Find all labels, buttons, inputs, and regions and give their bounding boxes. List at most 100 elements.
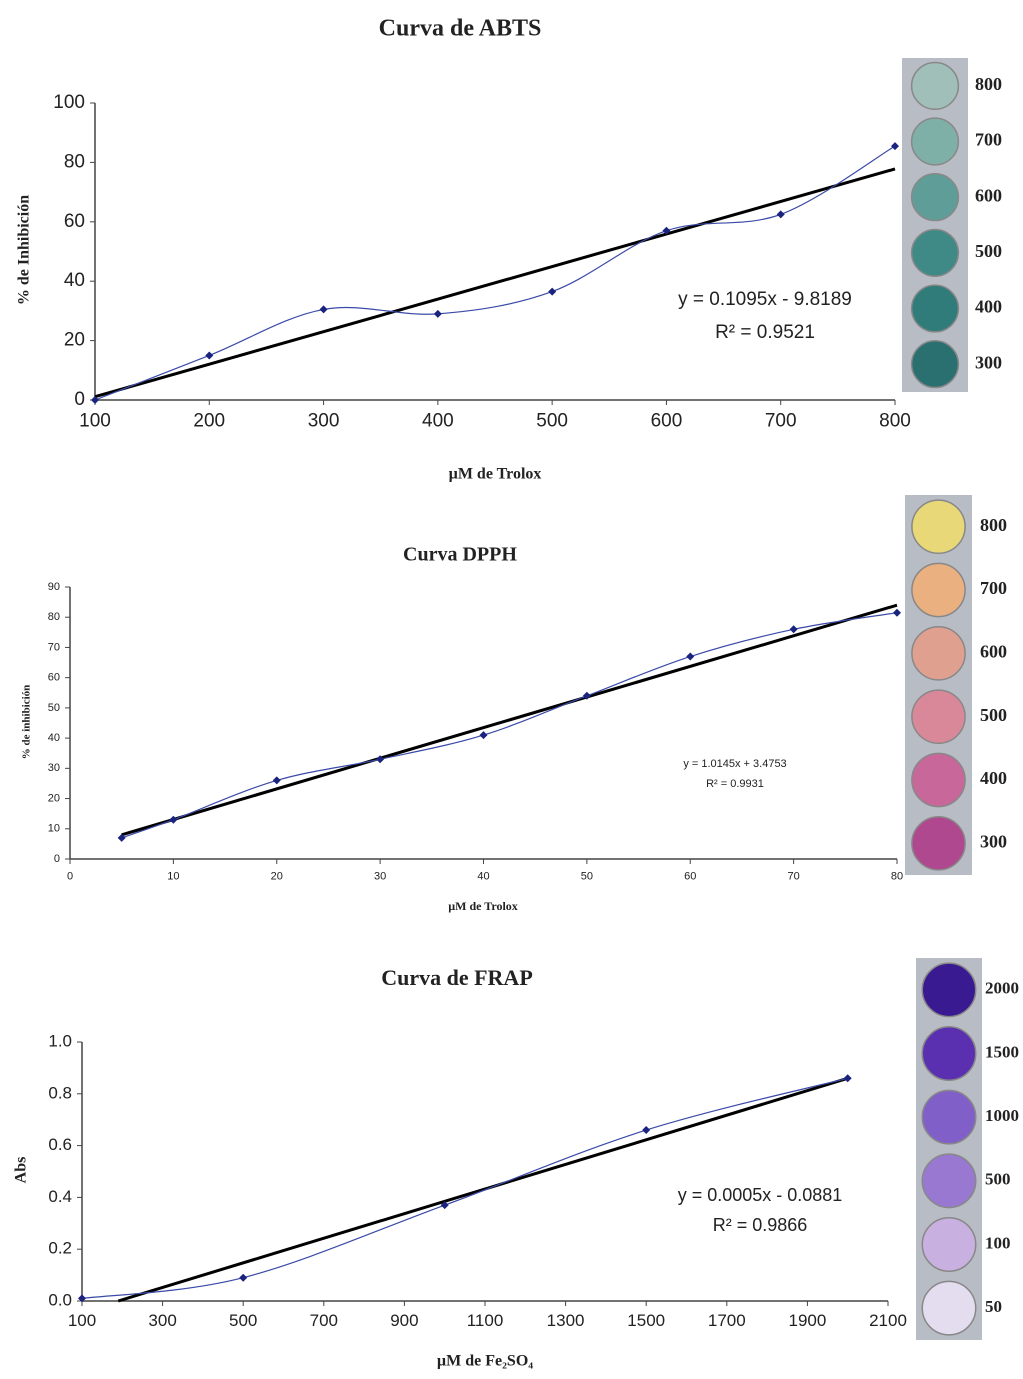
equation-annotation: y = 0.1095x - 9.8189 — [678, 289, 852, 310]
x-tick-label: 20 — [271, 870, 283, 882]
x-tick-label: 40 — [477, 870, 489, 882]
equation-annotation: R² = 0.9866 — [713, 1215, 808, 1235]
well-label: 500 — [975, 241, 1002, 261]
data-point — [169, 815, 178, 824]
well-plate — [916, 958, 982, 1340]
y-axis-label: % de Inhibición — [16, 195, 33, 305]
well-label: 50 — [985, 1297, 1002, 1316]
well-label: 1000 — [985, 1106, 1019, 1125]
x-tick-label: 70 — [788, 870, 800, 882]
y-tick-label: 0 — [54, 853, 60, 865]
x-tick-label: 1500 — [627, 1311, 665, 1330]
x-tick-label: 400 — [422, 411, 454, 432]
well-plate — [902, 58, 968, 392]
well — [910, 340, 960, 389]
well-label: 500 — [980, 705, 1007, 725]
well — [911, 562, 966, 618]
equation-annotation: R² = 0.9521 — [715, 322, 815, 343]
y-tick-label: 0.4 — [48, 1187, 72, 1206]
well — [910, 228, 960, 277]
data-point — [686, 652, 695, 661]
x-tick-label: 50 — [581, 870, 593, 882]
y-tick-label: 0.8 — [48, 1083, 72, 1102]
well — [910, 61, 960, 110]
y-axis-label: % de inhibición — [21, 685, 33, 760]
well-label: 1500 — [985, 1042, 1019, 1061]
x-tick-label: 1100 — [467, 1311, 504, 1330]
data-point — [548, 287, 557, 296]
x-tick-label: 10 — [167, 870, 179, 882]
chart: Curva de ABTS 0 20 40 60 80 100 100 200 300 400 500… — [16, 16, 1002, 483]
well-label: 400 — [975, 297, 1002, 317]
data-point — [433, 309, 442, 318]
data-point — [205, 351, 214, 360]
series-line — [121, 612, 898, 839]
x-tick-label: 100 — [79, 411, 111, 432]
data-point — [582, 691, 591, 700]
y-tick-label: 10 — [48, 823, 60, 835]
x-axis-label: µM de Trolox — [449, 466, 542, 483]
well-plate — [905, 495, 972, 875]
x-tick-label: 700 — [310, 1311, 338, 1330]
y-axis-label: Abs — [13, 1157, 30, 1184]
well — [911, 625, 966, 681]
y-tick-label: 90 — [48, 581, 60, 593]
trendline — [121, 603, 898, 837]
y-tick-label: 20 — [64, 330, 85, 351]
data-point — [440, 1201, 449, 1210]
equation-annotation: y = 1.0145x + 3.4753 — [683, 758, 786, 770]
data-point — [78, 1294, 86, 1303]
data-point — [776, 210, 785, 219]
y-tick-label: 0.2 — [48, 1239, 72, 1258]
well — [911, 499, 966, 555]
y-tick-label: 0.0 — [48, 1290, 72, 1309]
well-label: 400 — [980, 768, 1007, 788]
data-point — [789, 625, 798, 634]
data-point — [662, 226, 671, 235]
equation-annotation: R² = 0.9931 — [706, 778, 764, 790]
trendline — [117, 1076, 849, 1303]
x-tick-label: 800 — [879, 411, 911, 432]
well-label: 300 — [975, 352, 1002, 372]
x-tick-label: 300 — [148, 1311, 176, 1330]
y-tick-label: 70 — [48, 641, 60, 653]
y-tick-label: 80 — [64, 151, 85, 172]
y-tick-label: 0 — [74, 389, 85, 410]
well — [911, 752, 966, 808]
y-tick-label: 100 — [53, 92, 85, 113]
well — [921, 1217, 977, 1272]
data-point — [479, 731, 488, 740]
well — [911, 815, 966, 871]
x-tick-label: 100 — [68, 1311, 96, 1330]
well-label: 600 — [980, 641, 1007, 661]
y-tick-label: 20 — [48, 792, 60, 804]
x-tick-label: 80 — [891, 870, 903, 882]
data-point — [891, 142, 899, 151]
data-point — [376, 755, 385, 764]
data-point — [642, 1126, 651, 1135]
x-axis-label: µM de Trolox — [448, 899, 518, 913]
y-tick-label: 40 — [64, 270, 85, 291]
x-tick-label: 500 — [536, 411, 568, 432]
data-point — [91, 396, 99, 404]
x-tick-label: 700 — [765, 411, 797, 432]
well — [921, 1153, 977, 1209]
x-tick-label: 600 — [651, 411, 683, 432]
well-label: 100 — [985, 1233, 1011, 1252]
x-axis-label: µM de Fe₂SO₄ — [437, 1353, 533, 1370]
well-label: 300 — [980, 831, 1007, 851]
well-label: 600 — [975, 185, 1002, 205]
chart-title: Curva de ABTS — [379, 16, 542, 42]
well — [921, 1026, 977, 1081]
x-tick-label: 1700 — [708, 1311, 746, 1330]
well — [911, 689, 966, 745]
y-tick-label: 60 — [48, 672, 60, 684]
x-tick-label: 2100 — [869, 1311, 907, 1330]
data-point — [117, 833, 126, 842]
chart: Curva de FRAP 0.0 0.2 0.4 0.6 0.8 1.0 100 300 500… — [13, 958, 1019, 1370]
well — [921, 1089, 977, 1145]
y-tick-label: 80 — [48, 611, 60, 623]
equation-annotation: y = 0.0005x - 0.0881 — [678, 1185, 843, 1205]
well — [910, 284, 960, 333]
